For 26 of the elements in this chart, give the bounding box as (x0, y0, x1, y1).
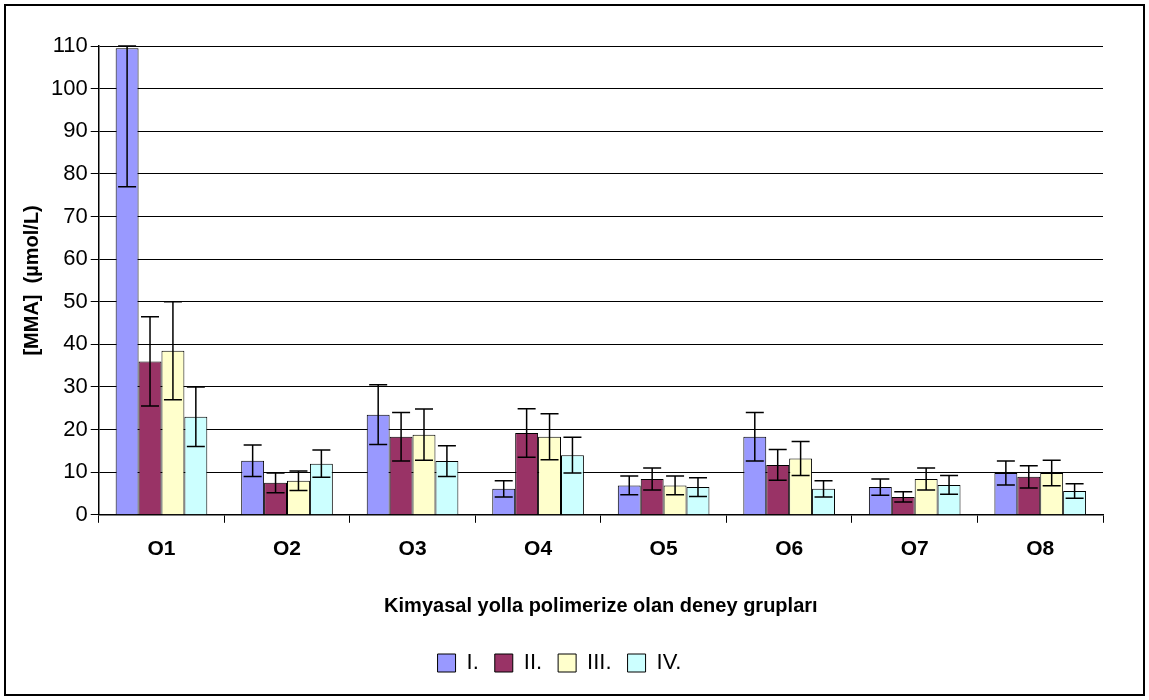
y-axis-title: [MMA] (µmol/L) (19, 205, 42, 356)
y-tick-label: 90 (63, 117, 88, 143)
y-tick-label: 20 (63, 415, 88, 441)
x-tick-label: O6 (775, 536, 804, 560)
x-tick-label: O4 (524, 536, 553, 560)
legend-label: IV. (656, 649, 682, 675)
x-tick-label: O8 (1026, 536, 1055, 560)
x-tick-label: O2 (273, 536, 302, 560)
y-tick-label: 100 (50, 74, 88, 100)
x-tick-label: O5 (649, 536, 678, 560)
y-tick-label: 0 (75, 500, 88, 526)
legend-label: II. (523, 649, 543, 675)
x-tick-label: O3 (398, 536, 427, 560)
y-tick-label: 60 (63, 245, 88, 271)
x-axis-title: Kimyasal yolla polimerize olan deney grupları (384, 593, 818, 616)
y-tick-label: 110 (52, 32, 88, 58)
y-tick-label: 50 (63, 287, 88, 313)
y-tick-label: 30 (63, 373, 88, 399)
legend-label: III. (587, 649, 612, 675)
x-tick-label: O1 (147, 536, 176, 560)
legend-label: I. (466, 649, 479, 675)
y-tick-label: 10 (63, 458, 88, 484)
y-tick-label: 70 (63, 202, 88, 228)
y-tick-label: 40 (63, 330, 88, 356)
x-tick-label: O7 (900, 536, 929, 560)
y-tick-label: 80 (63, 159, 88, 185)
